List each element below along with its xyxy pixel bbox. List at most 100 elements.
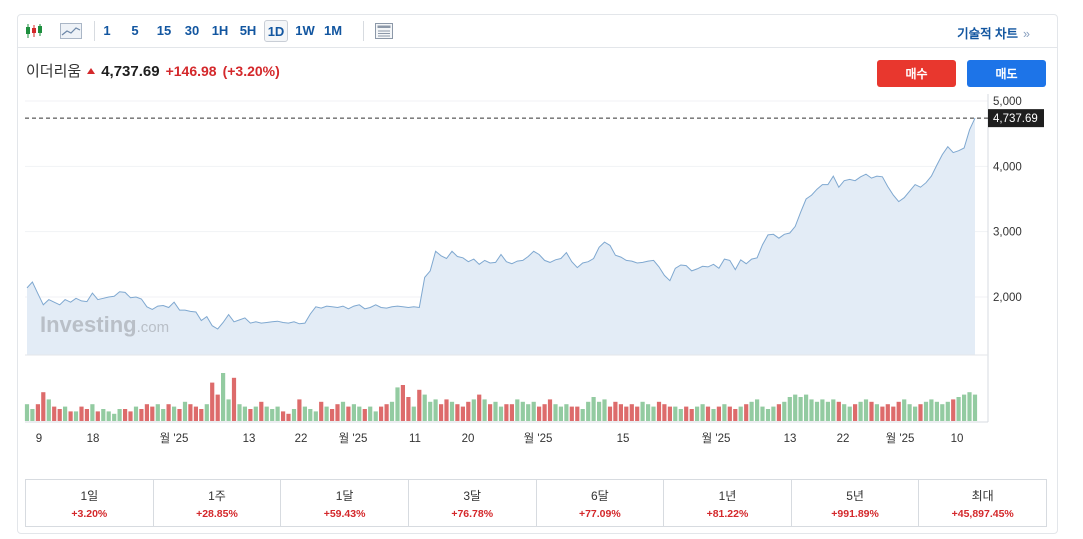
volume-bar: [144, 404, 149, 421]
interval-1h[interactable]: 1H: [211, 23, 229, 38]
volume-bar: [651, 406, 656, 421]
volume-bar: [466, 401, 471, 421]
volume-bar: [967, 392, 972, 421]
volume-bar: [35, 404, 40, 421]
volume-bar: [155, 404, 160, 421]
volume-bar: [624, 406, 629, 421]
table-view-icon[interactable]: [372, 14, 396, 47]
y-tick-label: 2,000: [993, 292, 1022, 304]
volume-bar: [112, 413, 117, 421]
volume-bar: [820, 399, 825, 421]
performance-period: 1년: [718, 488, 737, 503]
performance-cell[interactable]: 3달 +76.78%: [409, 480, 537, 526]
volume-bar: [804, 394, 809, 421]
volume-bar: [101, 409, 106, 421]
interval-30[interactable]: 30: [184, 23, 200, 38]
volume-bar: [580, 409, 585, 421]
volume-bar: [204, 404, 209, 421]
interval-1d[interactable]: 1D: [264, 20, 288, 42]
volume-bar: [30, 409, 35, 421]
interval-1m[interactable]: 1M: [323, 23, 343, 38]
x-tick-label: 월 '25: [524, 432, 553, 445]
volume-bar: [564, 404, 569, 421]
volume-bar: [128, 411, 133, 421]
performance-period: 1일: [80, 488, 99, 503]
sell-button[interactable]: 매도: [967, 60, 1046, 87]
volume-bar: [798, 397, 803, 421]
volume-bar: [776, 404, 781, 421]
interval-5h[interactable]: 5H: [239, 23, 257, 38]
volume-bar: [41, 392, 46, 421]
performance-cell[interactable]: 5년 +991.89%: [792, 480, 920, 526]
volume-bar: [379, 406, 384, 421]
performance-cell[interactable]: 6달 +77.09%: [537, 480, 665, 526]
volume-bar: [417, 389, 422, 421]
candlestick-icon[interactable]: [23, 14, 45, 47]
volume-bar: [84, 409, 89, 421]
buy-button[interactable]: 매수: [877, 60, 956, 87]
volume-bar: [842, 404, 847, 421]
volume-bar: [210, 382, 215, 421]
volume-bar: [558, 406, 563, 421]
volume-bar: [918, 404, 923, 421]
toolbar-separator: [363, 21, 364, 41]
volume-bar: [613, 401, 618, 421]
volume-bar: [640, 401, 645, 421]
volume-bar: [117, 409, 122, 421]
volume-bar: [705, 406, 711, 421]
performance-cell[interactable]: 1일 +3.20%: [26, 480, 154, 526]
interval-1[interactable]: 1: [103, 23, 111, 38]
volume-bar: [182, 401, 188, 421]
volume-bar: [962, 394, 967, 421]
x-tick-label: 월 '25: [339, 432, 368, 445]
volume-bar: [689, 409, 694, 421]
price-line: [26, 117, 976, 330]
last-price: 4,737.69: [101, 63, 160, 80]
performance-cell[interactable]: 1주 +28.85%: [154, 480, 282, 526]
performance-cell[interactable]: 최대 +45,897.45%: [919, 480, 1046, 526]
performance-cell[interactable]: 1달 +59.43%: [281, 480, 409, 526]
volume-bar: [520, 401, 525, 421]
volume-bar: [46, 399, 51, 421]
volume-bar: [907, 404, 912, 421]
volume-bar: [444, 399, 449, 421]
volume-bar: [330, 409, 335, 421]
volume-bar: [667, 406, 672, 421]
price-chart[interactable]: Investing.com 5,000 4,000 3,000 2,000 4,737…: [0, 0, 1083, 470]
volume-bar: [63, 406, 68, 421]
volume-bar: [863, 399, 869, 421]
volume-bar: [313, 411, 318, 421]
volume-bar: [951, 399, 956, 421]
volume-bar: [281, 411, 286, 421]
interval-15[interactable]: 15: [156, 23, 172, 38]
volume-bar: [166, 404, 171, 421]
volume-bar: [597, 401, 602, 421]
performance-cell[interactable]: 1년 +81.22%: [664, 480, 792, 526]
performance-change: +3.20%: [71, 507, 108, 520]
y-tick-label: 4,000: [993, 161, 1022, 173]
volume-bar: [286, 413, 291, 421]
volume-bar: [504, 404, 509, 421]
instrument-name: 이더리움: [26, 63, 82, 80]
volume-bar: [357, 406, 362, 421]
volume-bar: [831, 399, 836, 421]
performance-change: +76.78%: [451, 507, 494, 520]
current-price-label: 4,737.69: [993, 113, 1038, 125]
volume-bar: [335, 404, 340, 421]
volume-bar: [853, 404, 858, 421]
volume-bar: [106, 411, 111, 421]
volume-bar: [248, 409, 253, 421]
interval-5[interactable]: 5: [131, 23, 139, 38]
volume-bar: [765, 409, 771, 421]
tech-chart-link[interactable]: 기술적 차트 »: [957, 23, 1030, 42]
volume-bar: [460, 406, 465, 421]
volume-bar: [231, 377, 237, 421]
volume-bar: [270, 409, 275, 421]
area-chart-icon[interactable]: [59, 14, 83, 47]
volume-bar: [586, 401, 591, 421]
interval-1w[interactable]: 1W: [295, 23, 315, 38]
volume-bar: [172, 406, 177, 421]
toolbar-separator: [94, 21, 95, 41]
x-tick-label: 13: [243, 433, 256, 445]
y-tick-label: 3,000: [993, 227, 1022, 239]
